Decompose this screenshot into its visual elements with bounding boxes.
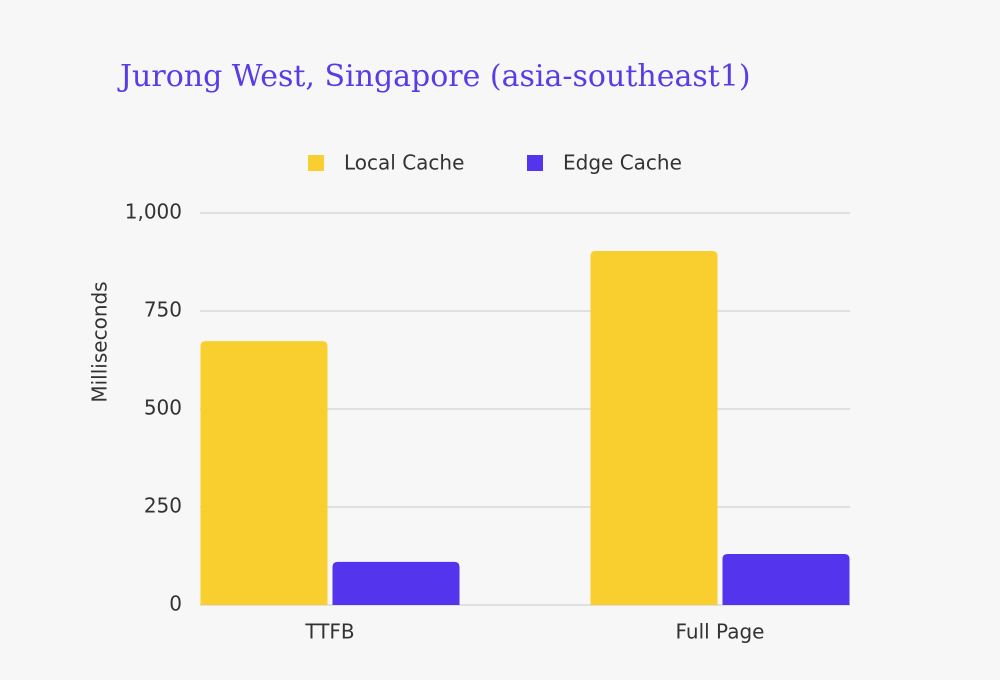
bar: [722, 554, 850, 605]
y-tick-label: 750: [144, 298, 182, 322]
legend-swatch: [527, 155, 543, 171]
bar: [590, 251, 718, 606]
chart-title: Jurong West, Singapore (asia-southeast1): [117, 59, 751, 94]
legend-swatch: [308, 155, 324, 171]
y-tick-label: 0: [169, 592, 182, 616]
y-tick-label: 250: [144, 494, 182, 518]
legend-label: Edge Cache: [563, 151, 682, 175]
bar: [200, 341, 328, 605]
y-axis-label: Milliseconds: [88, 281, 112, 402]
x-tick-label: Full Page: [676, 620, 765, 644]
y-tick-label: 1,000: [125, 200, 182, 224]
legend-label: Local Cache: [344, 151, 464, 175]
x-tick-label: TTFB: [304, 620, 354, 644]
y-tick-label: 500: [144, 396, 182, 420]
bar: [332, 561, 460, 605]
